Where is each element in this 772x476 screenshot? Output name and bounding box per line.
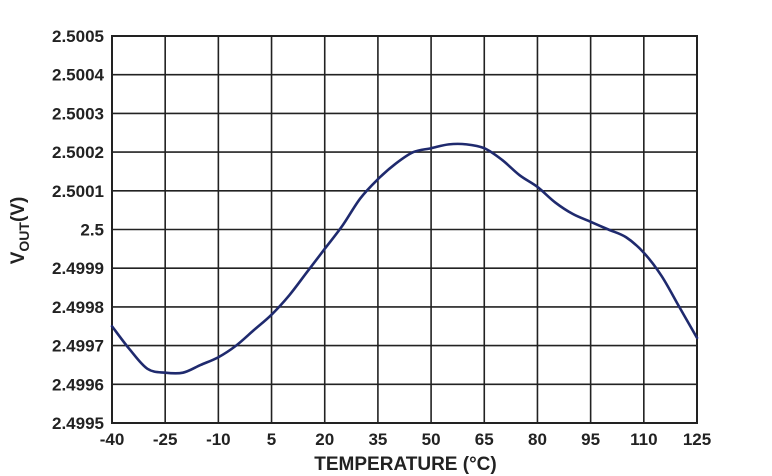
x-tick-label: -10: [206, 430, 231, 449]
y-tick-label: 2.4998: [52, 298, 104, 317]
y-axis-title: VOUT(V): [8, 197, 32, 265]
y-tick-label: 2.5001: [52, 182, 104, 201]
x-tick-label: -40: [100, 430, 125, 449]
grid: [112, 36, 697, 423]
y-tick-label: 2.5: [80, 221, 104, 240]
x-tick-label: 20: [315, 430, 334, 449]
x-tick-label: 95: [581, 430, 600, 449]
x-axis-ticks: -40 -25 -10 5 20 35 50 65 80 95 110 125: [100, 430, 711, 449]
y-tick-label: 2.5002: [52, 143, 104, 162]
x-tick-label: -25: [153, 430, 178, 449]
vout-series-line: [110, 142, 699, 375]
y-axis-ticks: 2.4995 2.4996 2.4997 2.4998 2.4999 2.5 2.5001 2…: [52, 27, 105, 433]
y-axis-title-unit: (V): [8, 197, 29, 222]
x-tick-label: 50: [422, 430, 441, 449]
x-tick-label: 65: [475, 430, 494, 449]
y-tick-label: 2.4997: [52, 337, 104, 356]
plot-area: [111, 35, 698, 424]
x-axis-title: TEMPERATURE (°C): [314, 454, 496, 475]
x-tick-label: 80: [528, 430, 547, 449]
x-tick-label: 125: [683, 430, 711, 449]
x-tick-label: 5: [267, 430, 276, 449]
y-tick-label: 2.4999: [52, 259, 104, 278]
y-tick-label: 2.4995: [52, 414, 104, 433]
y-axis-title-main: V: [8, 251, 29, 264]
y-tick-label: 2.5003: [52, 104, 104, 123]
y-tick-label: 2.5004: [52, 66, 105, 85]
x-tick-label: 110: [630, 430, 657, 449]
x-tick-label: 35: [368, 430, 387, 449]
y-axis-title-sub: OUT: [16, 222, 32, 252]
y-tick-label: 2.4996: [52, 375, 104, 394]
y-tick-label: 2.5005: [52, 27, 104, 46]
